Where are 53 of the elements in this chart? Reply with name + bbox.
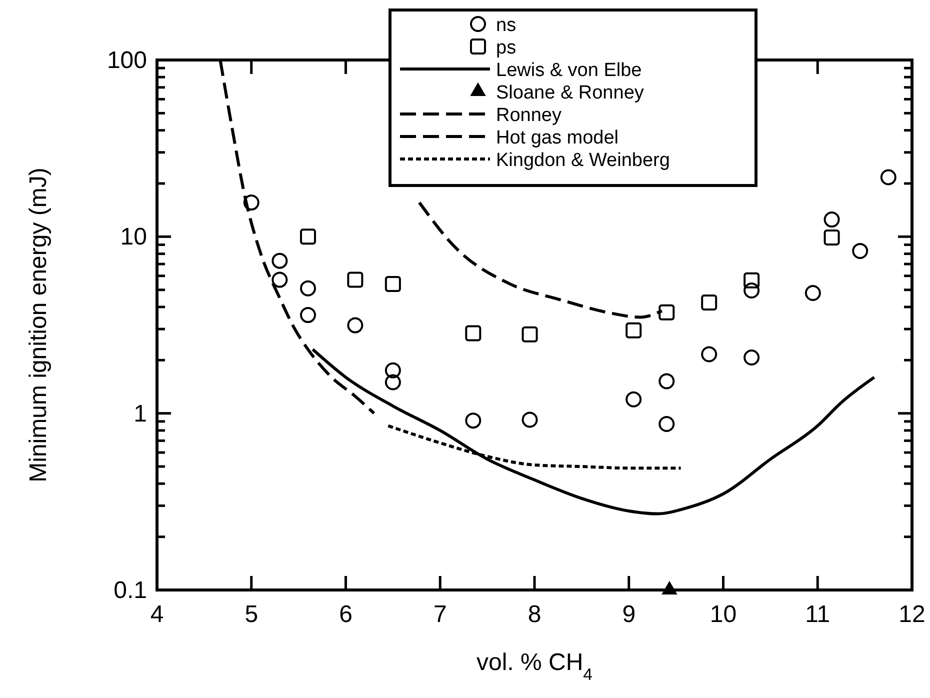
point xyxy=(744,350,760,366)
point xyxy=(658,416,675,432)
point xyxy=(658,373,675,390)
point xyxy=(744,272,760,288)
point xyxy=(824,229,840,246)
point xyxy=(658,304,675,320)
point xyxy=(626,391,642,408)
legend-label: Sloane & Ronney xyxy=(496,82,644,104)
x-tick-label: 8 xyxy=(528,601,542,628)
point xyxy=(347,272,364,288)
point xyxy=(804,284,821,301)
x-tick-label: 4 xyxy=(150,601,164,628)
legend-label: Hot gas model xyxy=(496,128,619,148)
point xyxy=(701,346,718,362)
point xyxy=(384,276,401,292)
x-tick-label: 11 xyxy=(805,601,830,628)
point xyxy=(701,294,718,310)
point xyxy=(522,326,538,342)
legend-label: Lewis & von Elbe xyxy=(496,60,642,81)
x-tick-label: 5 xyxy=(244,601,258,628)
point xyxy=(384,374,401,390)
y-tick-label: 0.1 xyxy=(114,577,147,604)
y-axis-title: Minimum ignition energy (mJ) xyxy=(25,168,52,482)
x-tick-label: 10 xyxy=(710,601,737,628)
point xyxy=(300,280,316,296)
point xyxy=(300,228,316,245)
point xyxy=(626,322,642,338)
point xyxy=(852,242,868,259)
point xyxy=(300,307,316,324)
point xyxy=(465,325,482,342)
point xyxy=(744,282,760,298)
point xyxy=(880,169,896,186)
line-series xyxy=(386,424,682,470)
y-tick-label: 10 xyxy=(120,224,147,251)
legend-label: ns xyxy=(496,15,516,36)
point xyxy=(272,252,288,269)
point xyxy=(347,317,364,334)
legend-label: Ronney xyxy=(496,105,562,126)
x-tick-label: 7 xyxy=(433,601,447,628)
legend-label: ps xyxy=(496,38,516,58)
x-tick-label: 9 xyxy=(622,601,636,628)
y-tick-label: 1 xyxy=(134,400,147,428)
point xyxy=(272,272,288,288)
point xyxy=(522,412,538,428)
point xyxy=(384,362,401,378)
legend-label: Kingdon & Weinberg xyxy=(496,150,670,171)
point xyxy=(465,412,482,429)
point xyxy=(824,212,840,228)
point xyxy=(243,194,260,211)
x-tick-label: 12 xyxy=(898,601,926,628)
x-tick-label: 6 xyxy=(339,601,352,628)
y-tick-label: 100 xyxy=(106,47,147,74)
x-axis-title: vol. % CH$_{4}$ xyxy=(476,649,593,684)
